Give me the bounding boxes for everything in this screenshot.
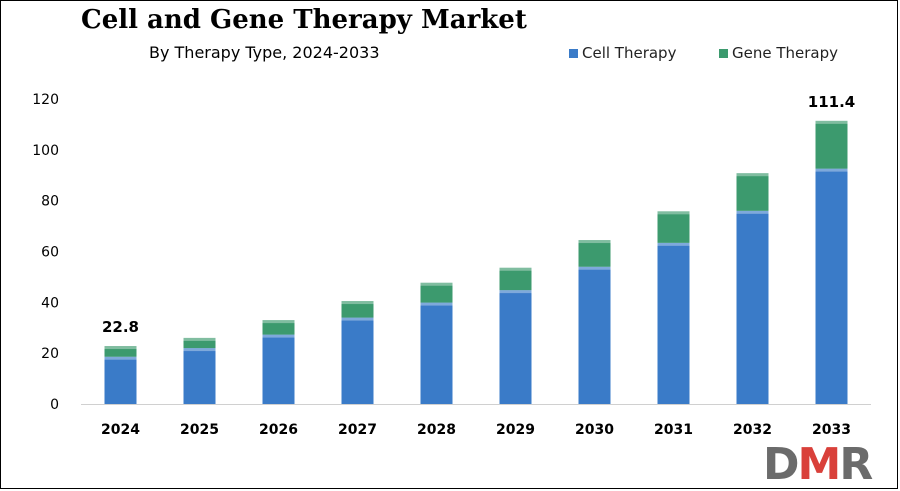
x-tick-label: 2032: [733, 422, 772, 438]
chart-subtitle: By Therapy Type, 2024-2033: [149, 43, 380, 62]
x-tick-label: 2024: [101, 422, 140, 438]
bar-segment-cell-therapy: [499, 290, 532, 404]
y-tick-label: 80: [41, 194, 59, 210]
bar-segment-gene-therapy: [183, 337, 216, 349]
bar-bevel: [420, 302, 453, 306]
bar-bevel: [262, 320, 295, 324]
bar-segment-cell-therapy: [341, 317, 374, 404]
bar-segment-gene-therapy: [578, 240, 611, 267]
legend-item-cell-therapy: Cell Therapy: [569, 43, 676, 63]
bar-segment-cell-therapy: [104, 356, 137, 404]
x-tick-label: 2030: [575, 422, 614, 438]
bar-bevel: [183, 337, 216, 341]
bar-segment-gene-therapy: [815, 120, 848, 169]
y-tick-label: 20: [41, 346, 59, 362]
bar-bevel: [815, 120, 848, 124]
bar-bevel: [657, 242, 690, 246]
bar-bevel: [104, 346, 137, 350]
dmr-logo: DMR: [763, 443, 873, 487]
bar-segment-cell-therapy: [578, 266, 611, 404]
bar-segment-gene-therapy: [499, 267, 532, 291]
bar-bevel: [341, 317, 374, 321]
bar-bevel: [499, 267, 532, 271]
bar-bevel: [341, 301, 374, 305]
bar-bevel: [578, 240, 611, 244]
bar-segment-gene-therapy: [420, 282, 453, 303]
legend-swatch-gene-therapy: [719, 48, 728, 58]
x-tick-label: 2025: [180, 422, 219, 438]
logo-letter-r: R: [839, 439, 873, 490]
bar-bevel: [420, 282, 453, 286]
logo-letter-m: M: [797, 439, 842, 490]
x-tick-label: 2029: [496, 422, 535, 438]
legend-swatch-cell-therapy: [569, 48, 578, 58]
x-tick-label: 2027: [338, 422, 377, 438]
x-tick-label: 2028: [417, 422, 456, 438]
x-tick-label: 2026: [259, 422, 298, 438]
bar-bevel: [104, 356, 137, 360]
chart-title: Cell and Gene Therapy Market: [81, 5, 527, 35]
y-tick-label: 100: [32, 143, 59, 159]
bar-segment-cell-therapy: [420, 302, 453, 404]
bar-segment-gene-therapy: [657, 211, 690, 243]
bar-segment-gene-therapy: [262, 320, 295, 335]
bar-segment-gene-therapy: [104, 346, 137, 357]
x-tick-label: 2033: [812, 422, 851, 438]
y-tick-label: 0: [50, 397, 59, 413]
bar-segment-gene-therapy: [736, 173, 769, 211]
bar-bevel: [578, 266, 611, 270]
data-label-2033: 111.4: [808, 93, 855, 111]
y-tick-label: 120: [32, 92, 59, 108]
bar-bevel: [183, 348, 216, 352]
bar-bevel: [657, 211, 690, 215]
bar-segment-cell-therapy: [736, 210, 769, 404]
bar-segment-cell-therapy: [657, 242, 690, 404]
bar-bevel: [736, 210, 769, 214]
data-label-2024: 22.8: [102, 318, 139, 336]
bar-bevel: [736, 173, 769, 177]
bar-bevel: [815, 168, 848, 172]
legend-label-gene-therapy: Gene Therapy: [732, 44, 839, 62]
bar-bevel: [262, 334, 295, 338]
y-tick-label: 40: [41, 295, 59, 311]
bar-segment-cell-therapy: [262, 334, 295, 404]
legend-item-gene-therapy: Gene Therapy: [719, 43, 838, 63]
bar-bevel: [499, 290, 532, 294]
bar-segment-cell-therapy: [815, 168, 848, 404]
legend-label-cell-therapy: Cell Therapy: [582, 44, 677, 62]
logo-letter-d: D: [763, 439, 800, 490]
bar-segment-gene-therapy: [341, 301, 374, 318]
y-tick-label: 60: [41, 245, 59, 261]
x-tick-label: 2031: [654, 422, 693, 438]
bar-segment-cell-therapy: [183, 348, 216, 404]
